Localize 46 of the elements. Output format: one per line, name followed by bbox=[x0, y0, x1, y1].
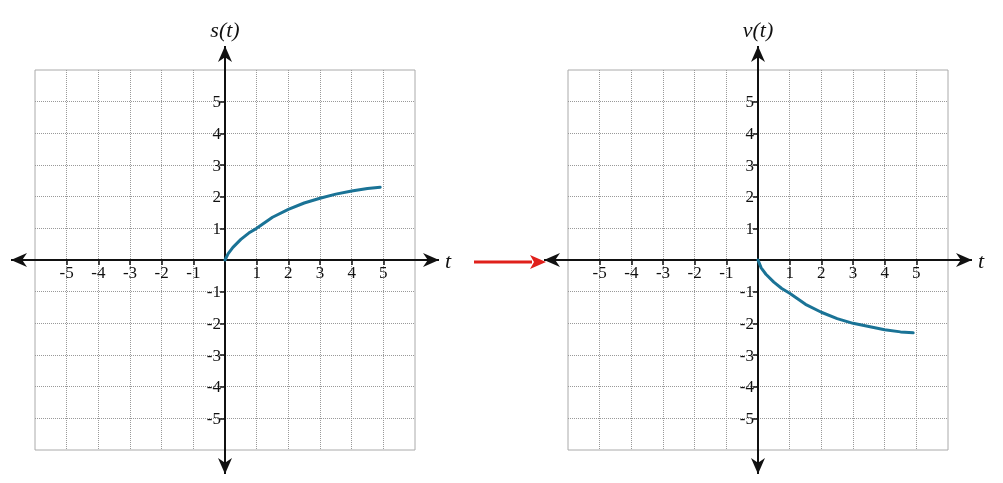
x-tick-label: 2 bbox=[817, 263, 826, 282]
x-tick-label: 4 bbox=[880, 263, 890, 282]
x-tick-label: 3 bbox=[315, 263, 325, 282]
y-tick-label: -4 bbox=[206, 377, 222, 397]
y-tick-label: 2 bbox=[745, 187, 754, 207]
y-tick-label: -4 bbox=[739, 377, 755, 397]
y-tick-label: 4 bbox=[745, 123, 755, 143]
x-tick-label: -2 bbox=[687, 263, 702, 282]
x-tick-label: -5 bbox=[592, 263, 607, 282]
y-axis-title: v(t) bbox=[742, 16, 774, 42]
y-tick-label: -5 bbox=[206, 408, 221, 428]
y-tick-label: 1 bbox=[212, 218, 221, 238]
x-tick-label: 1 bbox=[252, 263, 261, 282]
x-tick-label: -5 bbox=[59, 263, 74, 282]
x-axis-title: t bbox=[978, 247, 985, 273]
y-tick-label: -3 bbox=[739, 345, 754, 365]
x-tick-label: 1 bbox=[785, 263, 794, 282]
x-tick-label: 5 bbox=[912, 263, 921, 282]
x-tick-label: 4 bbox=[347, 263, 357, 282]
x-tick-label: -2 bbox=[154, 263, 169, 282]
x-tick-label: -1 bbox=[186, 263, 201, 282]
y-tick-label: -2 bbox=[739, 313, 754, 333]
x-tick-label: -4 bbox=[624, 263, 639, 282]
x-tick-label: -4 bbox=[91, 263, 106, 282]
y-tick-label: 1 bbox=[745, 218, 754, 238]
y-tick-label: 5 bbox=[212, 92, 221, 112]
y-tick-label: 3 bbox=[745, 155, 754, 175]
y-tick-label: 4 bbox=[212, 123, 222, 143]
x-tick-label: 2 bbox=[284, 263, 293, 282]
x-tick-label: -3 bbox=[655, 263, 671, 282]
line-series bbox=[223, 185, 382, 262]
x-axis-title: t bbox=[445, 247, 452, 273]
y-tick-label: -3 bbox=[206, 345, 221, 365]
y-tick-label: 2 bbox=[212, 187, 221, 207]
x-tick-label: -1 bbox=[719, 263, 734, 282]
y-tick-label: -1 bbox=[206, 282, 221, 302]
x-tick-label: -3 bbox=[122, 263, 138, 282]
y-axis-title: s(t) bbox=[210, 16, 240, 42]
y-tick-label: -5 bbox=[739, 408, 754, 428]
y-tick-label: 3 bbox=[212, 155, 221, 175]
y-tick-label: -1 bbox=[739, 282, 754, 302]
y-tick-label: 5 bbox=[745, 92, 754, 112]
x-tick-label: 3 bbox=[848, 263, 858, 282]
line-series bbox=[756, 258, 915, 335]
x-tick-label: 5 bbox=[379, 263, 388, 282]
y-tick-label: -2 bbox=[206, 313, 221, 333]
